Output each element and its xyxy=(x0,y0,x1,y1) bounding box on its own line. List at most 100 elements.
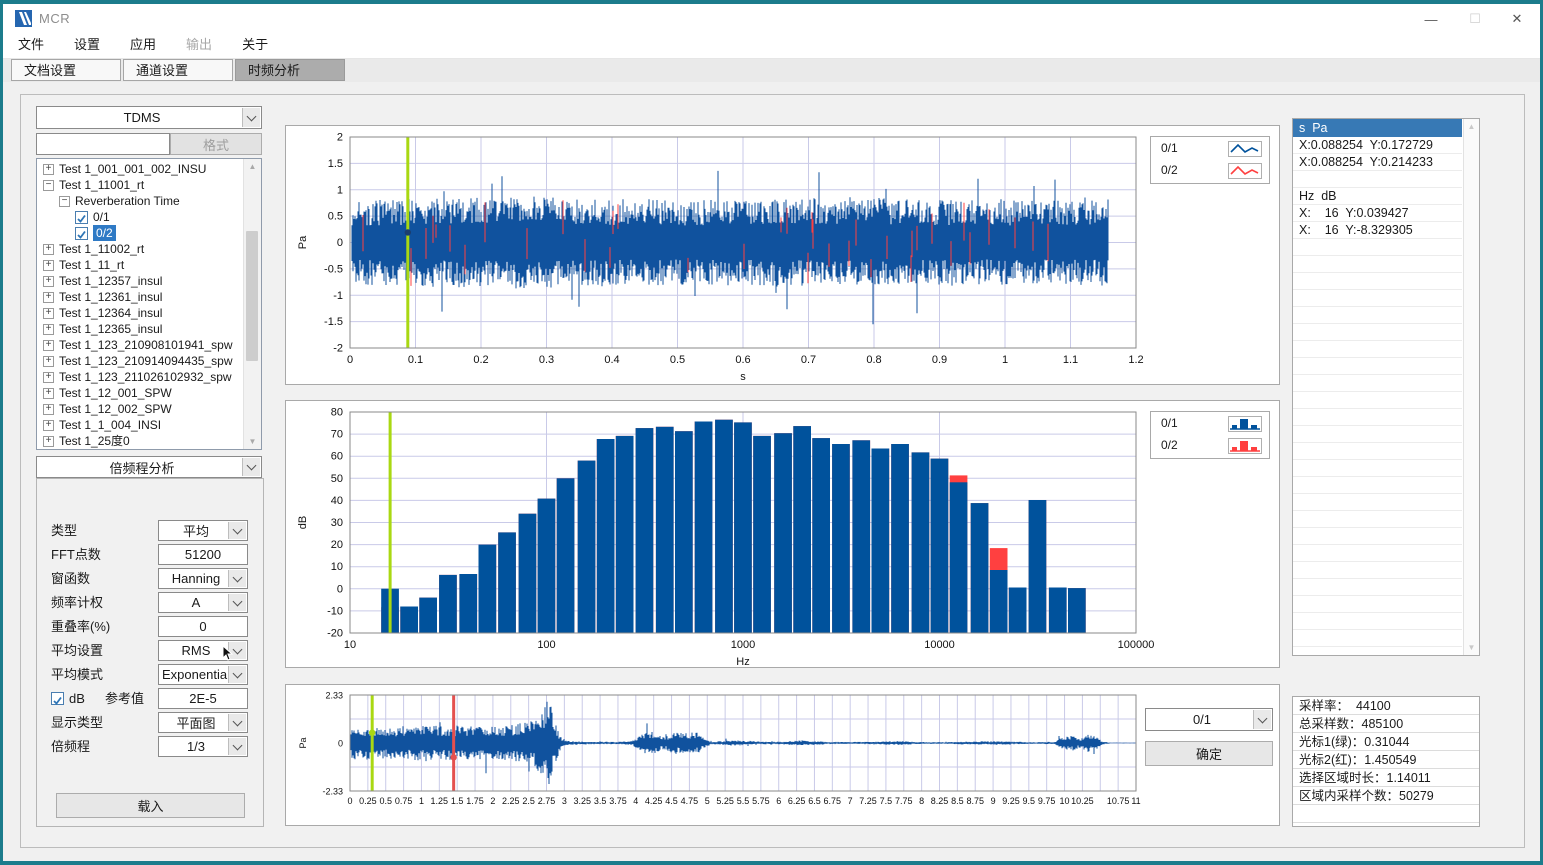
readout-row[interactable] xyxy=(1293,545,1462,562)
bar[interactable] xyxy=(636,428,654,633)
readout-row[interactable] xyxy=(1293,171,1462,188)
bar[interactable] xyxy=(774,433,792,633)
expand-icon[interactable]: + xyxy=(43,420,54,431)
bar[interactable] xyxy=(557,478,575,633)
menu-item-输出[interactable]: 输出 xyxy=(171,32,227,58)
readout-row[interactable] xyxy=(1293,392,1462,409)
bar[interactable] xyxy=(616,436,634,633)
chevron-down-icon[interactable] xyxy=(228,522,246,539)
collapse-icon[interactable]: − xyxy=(43,180,54,191)
readout-row[interactable] xyxy=(1293,409,1462,426)
chevron-down-icon[interactable] xyxy=(228,666,246,683)
menu-item-关于[interactable]: 关于 xyxy=(227,32,283,58)
bar[interactable] xyxy=(400,607,418,634)
field-select-窗函数[interactable]: Hanning xyxy=(158,568,248,589)
tree-item[interactable]: +Test 1_11002_rt xyxy=(43,241,144,257)
bar[interactable] xyxy=(931,459,949,633)
tab-文档设置[interactable]: 文档设置 xyxy=(11,59,121,81)
menu-item-设置[interactable]: 设置 xyxy=(59,32,115,58)
db-checkbox[interactable] xyxy=(51,692,64,705)
expand-icon[interactable]: + xyxy=(43,436,54,447)
bar[interactable] xyxy=(1029,500,1047,633)
bar[interactable] xyxy=(715,420,733,633)
scrollbar-thumb[interactable] xyxy=(246,231,258,361)
expand-icon[interactable]: + xyxy=(43,308,54,319)
expand-icon[interactable]: + xyxy=(43,388,54,399)
readout-scrollbar[interactable]: ▲ ▼ xyxy=(1463,119,1479,655)
readout-row[interactable] xyxy=(1293,613,1462,630)
reference-value-input[interactable]: 2E-5 xyxy=(158,688,248,709)
scroll-down-icon[interactable]: ▼ xyxy=(244,434,261,449)
bar[interactable] xyxy=(675,431,693,633)
tree-item[interactable]: +Test 1_12365_insul xyxy=(43,321,162,337)
readout-header-row[interactable]: s Pa xyxy=(1293,119,1462,137)
expand-icon[interactable]: + xyxy=(43,276,54,287)
readout-row[interactable] xyxy=(1293,630,1462,647)
expand-icon[interactable]: + xyxy=(43,356,54,367)
readout-row[interactable] xyxy=(1293,511,1462,528)
tree-item[interactable]: +Test 1_25度0 xyxy=(43,433,130,449)
bar[interactable] xyxy=(1049,588,1067,634)
readout-row[interactable]: X:0.088254 Y:0.172729 xyxy=(1293,137,1462,154)
bar[interactable] xyxy=(1009,588,1027,634)
readout-row[interactable] xyxy=(1293,494,1462,511)
legend-item-0/2[interactable]: 0/2 xyxy=(1151,435,1269,457)
readout-row[interactable] xyxy=(1293,290,1462,307)
bar[interactable] xyxy=(950,482,968,633)
expand-icon[interactable]: + xyxy=(43,340,54,351)
bar[interactable] xyxy=(578,461,596,633)
readout-row[interactable] xyxy=(1293,579,1462,596)
bar[interactable] xyxy=(538,499,556,633)
chevron-down-icon[interactable] xyxy=(228,714,246,731)
bar[interactable] xyxy=(753,436,771,633)
readout-row[interactable] xyxy=(1293,358,1462,375)
tree-item[interactable]: 0/1 xyxy=(75,209,110,225)
tab-时频分析[interactable]: 时频分析 xyxy=(235,59,345,81)
readout-row[interactable]: X: 16 Y:0.039427 xyxy=(1293,205,1462,222)
bar[interactable] xyxy=(419,598,437,633)
scroll-up-icon[interactable]: ▲ xyxy=(1464,119,1479,134)
cursor-green-handle[interactable] xyxy=(405,229,411,235)
readout-row[interactable] xyxy=(1293,426,1462,443)
readout-row[interactable] xyxy=(1293,341,1462,358)
tree-item[interactable]: −Reverberation Time xyxy=(59,193,180,209)
tree-item[interactable]: +Test 1_123_210914094435_spw xyxy=(43,353,232,369)
tree-item[interactable]: +Test 1_12357_insul xyxy=(43,273,162,289)
bar[interactable] xyxy=(479,545,497,633)
readout-row[interactable] xyxy=(1293,528,1462,545)
legend-item-0/1[interactable]: 0/1 xyxy=(1151,413,1269,435)
format-button[interactable]: 格式 xyxy=(170,133,262,155)
bar[interactable] xyxy=(597,439,615,633)
bar[interactable] xyxy=(872,449,890,634)
chevron-down-icon[interactable] xyxy=(228,594,246,611)
readout-row[interactable] xyxy=(1293,239,1462,256)
scroll-up-icon[interactable]: ▲ xyxy=(244,159,261,174)
tree-item[interactable]: +Test 1_12_001_SPW xyxy=(43,385,172,401)
tree-checkbox[interactable] xyxy=(75,227,88,240)
bar[interactable] xyxy=(832,444,850,633)
readout-row[interactable] xyxy=(1293,375,1462,392)
tab-通道设置[interactable]: 通道设置 xyxy=(123,59,233,81)
expand-icon[interactable]: + xyxy=(43,244,54,255)
expand-icon[interactable]: + xyxy=(43,404,54,415)
chevron-down-icon[interactable] xyxy=(242,458,260,476)
tree-item[interactable]: 0/2 xyxy=(75,225,116,241)
readout-row[interactable]: X: 16 Y:-8.329305 xyxy=(1293,222,1462,239)
expand-icon[interactable]: + xyxy=(43,372,54,383)
bar[interactable] xyxy=(793,426,811,633)
readout-row[interactable]: Hz dB xyxy=(1293,188,1462,205)
format-input[interactable] xyxy=(36,133,170,155)
field-select-类型[interactable]: 平均 xyxy=(158,520,248,541)
bar[interactable] xyxy=(912,452,930,633)
bar[interactable] xyxy=(498,532,516,633)
maximize-button[interactable]: ☐ xyxy=(1460,8,1490,30)
analysis-type-select[interactable]: 倍频程分析 xyxy=(36,456,262,478)
bar[interactable] xyxy=(891,444,909,633)
bar[interactable] xyxy=(852,440,870,633)
tree-item[interactable]: +Test 1_001_001_002_INSU xyxy=(43,161,206,177)
expand-icon[interactable]: + xyxy=(43,292,54,303)
field-input-重叠率(%)[interactable]: 0 xyxy=(158,616,248,637)
tree-item[interactable]: +Test 1_1_004_INSI xyxy=(43,417,161,433)
chevron-down-icon[interactable] xyxy=(228,738,246,755)
readout-row[interactable]: X:0.088254 Y:0.214233 xyxy=(1293,154,1462,171)
